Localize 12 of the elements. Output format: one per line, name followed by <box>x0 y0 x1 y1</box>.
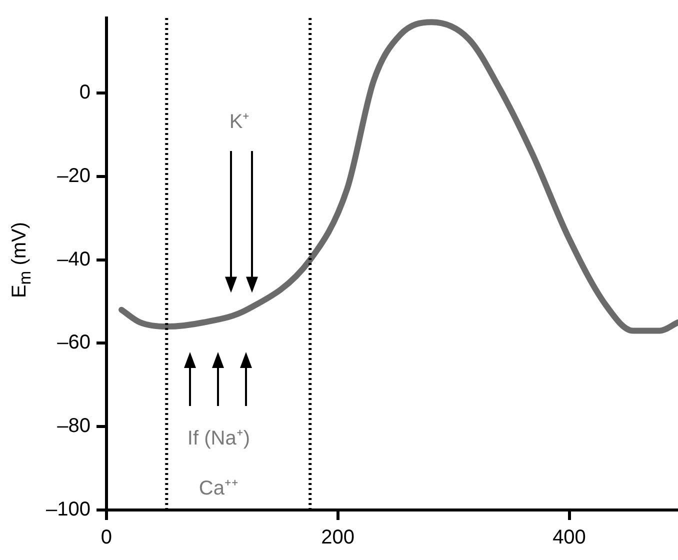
annotation: Ca⁺⁺ <box>198 478 238 500</box>
y-tick-label: –100 <box>46 498 90 521</box>
x-tick-label: 0 <box>100 526 112 549</box>
y-tick-label: –60 <box>57 332 90 354</box>
y-tick-label: –20 <box>57 164 90 187</box>
annotation: K⁺ <box>229 110 250 133</box>
x-tick-label: 400 <box>552 526 586 549</box>
annotation: If (Na⁺) <box>187 428 250 450</box>
y-tick-label: –40 <box>57 248 90 270</box>
y-tick-label: 0 <box>79 82 90 104</box>
x-tick-label: 200 <box>321 526 355 549</box>
y-tick-label: –80 <box>57 415 90 438</box>
